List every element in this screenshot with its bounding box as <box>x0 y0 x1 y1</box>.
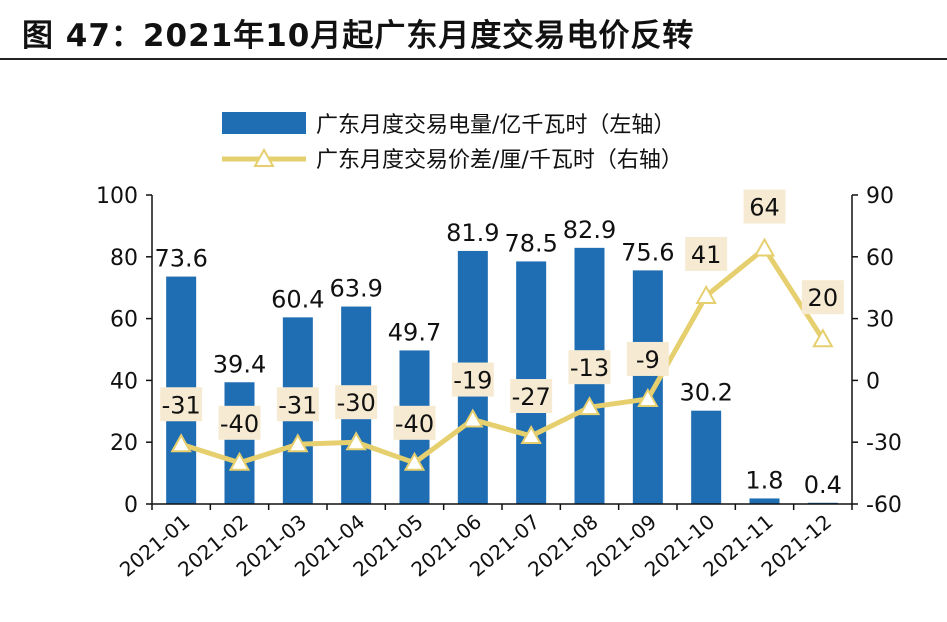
left-tick-label: 40 <box>110 369 138 394</box>
line-marker <box>287 433 309 453</box>
price-label-box <box>393 405 436 440</box>
bar-value-label: 75.6 <box>621 238 674 266</box>
bar <box>749 498 780 504</box>
bar <box>691 410 722 504</box>
line-marker <box>462 408 484 428</box>
right-tick-label: -60 <box>866 493 902 518</box>
price-label-box <box>743 189 786 224</box>
figure-title: 图 47：2021年10月起广东月度交易电价反转 <box>22 18 695 54</box>
line-marker <box>812 328 834 348</box>
right-tick-label: 90 <box>866 184 894 209</box>
price-value-label: 64 <box>749 194 780 222</box>
price-value-label: 20 <box>808 284 839 312</box>
line-marker <box>520 424 542 445</box>
bar-value-label: 39.4 <box>213 350 266 378</box>
price-value-label: -19 <box>453 367 492 395</box>
price-value-label: -30 <box>337 389 376 417</box>
bar-value-label: 30.2 <box>679 379 732 407</box>
price-label-box <box>510 379 553 414</box>
legend-line-marker <box>253 147 275 167</box>
bar-value-label: 60.4 <box>271 285 324 313</box>
price-value-label: -31 <box>162 391 201 419</box>
line-marker <box>753 237 776 257</box>
left-tick-label: 0 <box>124 493 138 518</box>
bar-value-label: 49.7 <box>388 318 441 346</box>
left-tick-label: 80 <box>110 246 138 271</box>
price-value-label: -40 <box>220 410 259 438</box>
price-value-label: -27 <box>512 383 551 411</box>
legend-bar-label: 广东月度交易电量/亿千瓦时（左轴） <box>316 113 675 138</box>
legend-bar-swatch <box>222 112 306 134</box>
line-marker <box>637 387 659 407</box>
line-marker <box>170 433 192 453</box>
bar <box>632 270 663 504</box>
line-marker <box>345 431 367 451</box>
right-tick-label: -30 <box>866 431 902 456</box>
right-tick-label: 30 <box>866 308 894 333</box>
line-marker <box>228 451 251 471</box>
bar-value-label: 73.6 <box>154 245 207 273</box>
legend: 广东月度交易电量/亿千瓦时（左轴） 广东月度交易价差/厘/千瓦时（右轴） <box>222 112 683 173</box>
left-tick-label: 60 <box>110 308 138 333</box>
data-labels: 73.6 39.4 60.4 63.949.7 81.9 78.5 82.975.6 30.2… <box>154 189 844 499</box>
price-label-box <box>626 341 669 376</box>
price-label-box <box>451 362 494 397</box>
line-marker <box>578 396 601 416</box>
price-label-box <box>801 280 844 315</box>
price-value-label: 41 <box>691 241 722 269</box>
title-rule <box>0 58 947 60</box>
price-value-label: -31 <box>278 391 317 419</box>
price-label-box <box>276 387 319 422</box>
price-label-box <box>218 405 261 440</box>
bar <box>224 382 255 504</box>
bar-series <box>166 247 838 505</box>
line-series <box>170 237 834 471</box>
price-value-label: -40 <box>395 410 434 438</box>
line-marker <box>695 284 717 304</box>
price-label-box <box>160 387 203 422</box>
bar-value-label: 1.8 <box>745 466 783 494</box>
right-tick-label: 0 <box>866 369 880 394</box>
bar-value-label: 0.4 <box>804 471 842 499</box>
price-value-label: -13 <box>570 354 609 382</box>
right-tick-label: 60 <box>866 246 894 271</box>
left-tick-label: 100 <box>96 184 138 209</box>
bar-value-label: 82.9 <box>563 216 616 244</box>
bar-value-label: 78.5 <box>504 229 557 257</box>
line-marker <box>403 451 426 471</box>
price-value-label: -9 <box>636 346 660 374</box>
bar-value-label: 63.9 <box>329 275 382 303</box>
left-tick-label: 20 <box>110 431 138 456</box>
legend-line-label: 广东月度交易价差/厘/千瓦时（右轴） <box>316 148 683 173</box>
bar-value-label: 81.9 <box>446 219 499 247</box>
price-label-box <box>568 350 611 385</box>
price-spread-line <box>180 246 825 466</box>
price-label-box <box>335 385 378 420</box>
price-label-box <box>685 236 728 271</box>
